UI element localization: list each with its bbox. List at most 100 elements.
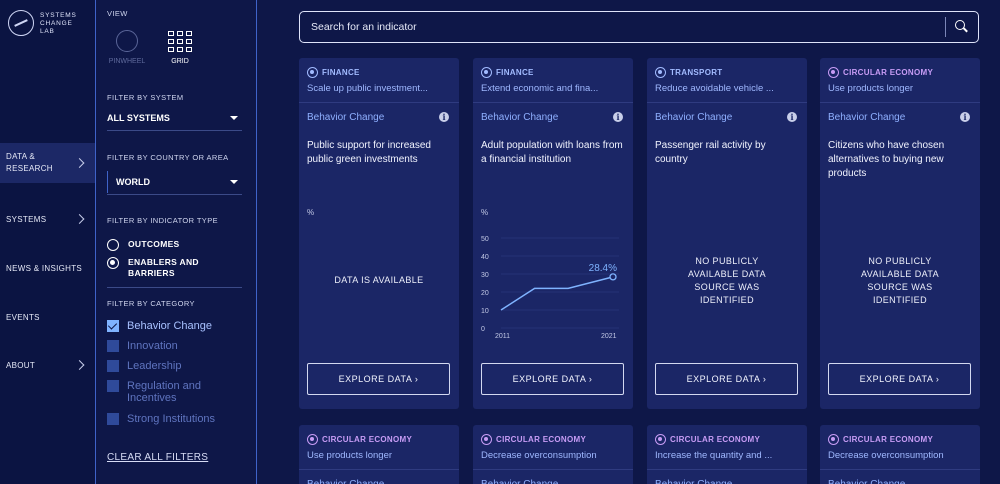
card-indicator-title: Adult population with loans from a finan… (481, 140, 623, 165)
info-icon[interactable]: i (439, 112, 449, 122)
checkbox-label: Behavior Change (127, 320, 213, 332)
card-category: TRANSPORT (655, 67, 722, 78)
x-tick-label: 2021 (601, 333, 617, 340)
nav-item-label: ABOUT (6, 360, 36, 370)
nav-item-events[interactable]: EVENTS (0, 297, 95, 337)
card-subtitle: Reduce avoidable vehicle ... (655, 83, 774, 94)
y-tick-label: 10 (481, 308, 489, 315)
indicator-card[interactable]: TRANSPORT Reduce avoidable vehicle ... B… (647, 58, 807, 409)
transport-icon (655, 67, 666, 78)
nav-item-label: SYSTEMS (6, 214, 47, 224)
y-tick-label: 0 (481, 326, 485, 333)
radio-barriers-label: BARRIERS (128, 268, 175, 278)
search-divider (945, 17, 946, 37)
card-status-message: DATA IS AVAILABLE (334, 275, 424, 285)
nav-item-label-2: RESEARCH (6, 164, 53, 173)
radio-unchecked-icon (107, 239, 119, 251)
circular-economy-icon (828, 67, 839, 78)
nav-item-about[interactable]: ABOUT (0, 345, 95, 385)
card-indicator-type: Behavior Change (655, 112, 733, 123)
checkbox-regulation-incentives[interactable]: Regulation and Incentives (107, 380, 201, 404)
card-unit: % (307, 208, 315, 217)
country-select-value: WORLD (116, 177, 150, 187)
card-subtitle: Decrease overconsumption (828, 450, 944, 461)
card-category: CIRCULAR ECONOMY (828, 434, 933, 445)
nav-item-label: NEWS & INSIGHTS (6, 263, 83, 273)
card-subtitle: Use products longer (307, 450, 393, 461)
checkbox-checked-icon (107, 320, 119, 332)
logo-text-line1: SYSTEMS (40, 12, 77, 19)
radio-outcomes-label: OUTCOMES (128, 239, 180, 249)
indicator-card[interactable]: FINANCE Extend economic and fina... Beha… (473, 58, 633, 409)
indicator-card[interactable]: CIRCULAR ECONOMY Use products longer Beh… (820, 58, 980, 409)
x-tick-label: 2011 (495, 333, 510, 340)
indicator-card[interactable]: FINANCE Scale up public investment... Be… (299, 58, 459, 409)
chevron-right-icon (74, 214, 85, 224)
checkbox-label: Strong Institutions (127, 413, 216, 425)
checkbox-label: Innovation (127, 340, 178, 352)
circular-economy-icon (307, 434, 318, 445)
series-line (500, 276, 614, 311)
search-icon[interactable] (955, 20, 968, 33)
checkbox-unchecked-icon (107, 380, 119, 392)
checkbox-label: Leadership (127, 360, 182, 372)
indicator-card[interactable]: CIRCULAR ECONOMY Use products longer Beh… (299, 425, 459, 484)
view-pinwheel-option[interactable]: PINWHEEL (107, 30, 147, 65)
checkbox-behavior-change[interactable]: Behavior Change (107, 320, 212, 332)
radio-outcomes[interactable]: OUTCOMES (107, 239, 180, 251)
filter-panel: VIEW PINWHEEL GRID FILTER BY SYSTEM ALL … (95, 0, 257, 484)
info-icon[interactable]: i (787, 112, 797, 122)
explore-data-button[interactable]: EXPLORE DATA › (481, 363, 624, 395)
circular-economy-icon (481, 434, 492, 445)
checkbox-unchecked-icon (107, 360, 119, 372)
card-unit: % (481, 208, 489, 217)
y-tick-label: 40 (481, 254, 489, 261)
radio-enablers-barriers[interactable]: ENABLERS AND BARRIERS (107, 257, 199, 279)
indicator-type-heading: FILTER BY INDICATOR TYPE (107, 216, 219, 225)
card-subtitle: Scale up public investment... (307, 83, 428, 94)
checkbox-innovation[interactable]: Innovation (107, 340, 178, 352)
system-select[interactable]: ALL SYSTEMS (107, 107, 242, 129)
indicator-card[interactable]: CIRCULAR ECONOMY Decrease overconsumptio… (820, 425, 980, 484)
nav-item-data-research[interactable]: DATA & RESEARCH (0, 143, 95, 183)
indicator-card[interactable]: CIRCULAR ECONOMY Decrease overconsumptio… (473, 425, 633, 484)
checkbox-strong-institutions[interactable]: Strong Institutions (107, 413, 215, 425)
explore-data-button[interactable]: EXPLORE DATA › (307, 363, 450, 395)
card-indicator-type: Behavior Change (481, 479, 558, 484)
info-icon[interactable]: i (613, 112, 623, 122)
checkbox-unchecked-icon (107, 340, 119, 352)
card-indicator-type: Behavior Change (307, 479, 384, 484)
checkbox-leadership[interactable]: Leadership (107, 360, 181, 372)
country-select[interactable]: WORLD (107, 171, 242, 193)
card-indicator-type: Behavior Change (828, 112, 906, 123)
indicator-search[interactable]: Search for an indicator (299, 11, 979, 43)
system-select-value: ALL SYSTEMS (107, 113, 170, 123)
logo-text-line2: CHANGE (40, 20, 73, 27)
checkbox-label: Regulation and (127, 380, 202, 392)
card-indicator-title: Passenger rail activity by country (655, 140, 766, 165)
radio-checked-icon (107, 257, 119, 269)
chevron-right-icon (74, 158, 85, 168)
card-status-message: NO PUBLICLY AVAILABLE DATA SOURCE WAS ID… (861, 256, 939, 305)
view-grid-option[interactable]: GRID (162, 30, 198, 65)
divider (107, 194, 242, 195)
view-pinwheel-label: PINWHEEL (108, 58, 146, 65)
explore-data-button[interactable]: EXPLORE DATA › (828, 363, 971, 395)
card-category: CIRCULAR ECONOMY (307, 434, 412, 445)
card-category: FINANCE (307, 67, 360, 78)
data-label: 28.4% (589, 263, 617, 274)
clear-all-filters-link[interactable]: CLEAR ALL FILTERS (107, 452, 209, 463)
view-heading: VIEW (107, 9, 128, 18)
nav-item-news-insights[interactable]: NEWS & INSIGHTS (0, 248, 95, 288)
radio-enablers-label: ENABLERS AND (128, 257, 199, 267)
nav-item-systems[interactable]: SYSTEMS (0, 199, 95, 239)
card-indicator-title: Citizens who have chosen alternatives to… (828, 140, 945, 179)
info-icon[interactable]: i (960, 112, 970, 122)
grid-icon (168, 30, 192, 52)
finance-icon (481, 67, 492, 78)
systems-change-lab-logo[interactable]: SYSTEMS CHANGE LAB (8, 10, 93, 40)
explore-data-button[interactable]: EXPLORE DATA › (655, 363, 798, 395)
indicator-card[interactable]: CIRCULAR ECONOMY Increase the quantity a… (647, 425, 807, 484)
card-indicator-title: Public support for increased public gree… (307, 140, 431, 165)
nav-item-label: EVENTS (6, 312, 40, 322)
